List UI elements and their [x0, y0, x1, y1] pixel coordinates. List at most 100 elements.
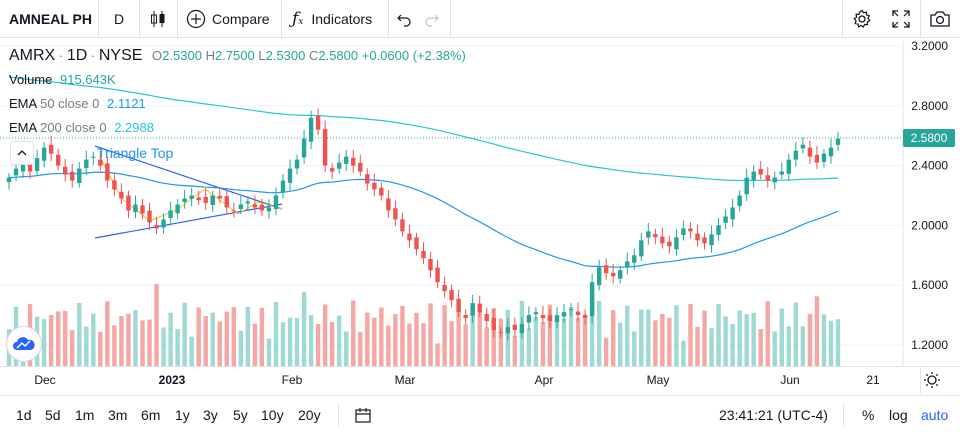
volume-bar	[168, 312, 173, 366]
volume-bar	[618, 322, 623, 366]
settings-button[interactable]	[852, 0, 872, 38]
volume-bar	[533, 317, 539, 366]
snapshot-button[interactable]	[929, 0, 951, 38]
time-tick-label: Dec	[34, 373, 56, 387]
volume-bar	[407, 323, 412, 366]
candle-body	[758, 168, 763, 175]
candle-body	[730, 207, 735, 220]
volume-bar	[238, 330, 244, 366]
collapse-legend-button[interactable]	[10, 141, 34, 165]
range-button-10y[interactable]: 10y	[261, 407, 284, 423]
range-button-20y[interactable]: 20y	[298, 407, 321, 423]
undo-button[interactable]	[396, 0, 412, 38]
camera-icon	[930, 11, 950, 27]
price-tick-label: 1.6000	[911, 278, 948, 292]
log-scale-toggle[interactable]: log	[889, 407, 908, 423]
volume-bar	[456, 311, 461, 366]
candle-body	[70, 171, 75, 181]
ema50-legend[interactable]: EMA 50 close 0 2.1121	[9, 96, 146, 111]
candle-body	[203, 196, 208, 203]
candle-body	[568, 309, 574, 311]
candle-body	[154, 225, 159, 229]
candle-body	[632, 255, 637, 263]
volume-bar	[315, 324, 321, 366]
compare-button[interactable]: Compare	[186, 0, 270, 38]
price-chart[interactable]: 3.2000 2.8000 2.4000 2.0000 1.6000 1.2000	[0, 39, 960, 366]
range-button-3m[interactable]: 3m	[108, 407, 128, 423]
volume-bar	[133, 310, 138, 366]
candle-body	[835, 138, 841, 145]
volume-bar	[421, 323, 426, 366]
range-button-3y[interactable]: 3y	[203, 407, 218, 423]
candle-body	[344, 156, 349, 164]
ema50-params: 50 close 0	[40, 96, 100, 111]
interval-button[interactable]: D	[114, 11, 125, 27]
volume-bar	[582, 318, 588, 366]
range-button-5d[interactable]: 5d	[45, 407, 61, 423]
chart-pane[interactable]: 3.2000 2.8000 2.4000 2.0000 1.6000 1.2000 AMR…	[0, 39, 960, 366]
candle-body	[533, 312, 539, 315]
candle-body	[308, 117, 314, 142]
volume-bar	[758, 329, 763, 366]
low-label: L	[258, 48, 266, 63]
candlesticks	[6, 108, 841, 341]
candle-body	[126, 195, 131, 211]
volume-bar	[161, 327, 166, 366]
triangle-lower-line	[94, 203, 283, 239]
indicators-button[interactable]: ƒx Indicators	[292, 0, 372, 38]
candle-body	[772, 177, 777, 183]
candle-body	[639, 240, 644, 257]
candle-body	[105, 163, 110, 181]
volume-bar	[322, 304, 328, 366]
volume-bar	[84, 326, 89, 366]
volume-bar	[259, 307, 265, 366]
date-range-button[interactable]	[354, 396, 372, 434]
range-button-1m[interactable]: 1m	[75, 407, 95, 423]
range-button-1d[interactable]: 1d	[16, 407, 32, 423]
tradingview-logo[interactable]	[6, 326, 42, 362]
percent-scale-toggle[interactable]: %	[862, 407, 875, 423]
time-axis-settings-button[interactable]	[923, 371, 941, 389]
legend-ticker: AMRX	[9, 47, 56, 64]
ema200-path	[8, 76, 839, 182]
volume-bar	[55, 311, 61, 366]
candle-body	[140, 205, 145, 214]
calendar-icon	[355, 408, 371, 423]
volume-bar	[379, 307, 384, 366]
range-button-1y[interactable]: 1y	[175, 407, 190, 423]
time-axis[interactable]: Dec 2023 Feb Mar Apr May Jun 21	[0, 366, 960, 394]
candle-body	[77, 168, 82, 184]
redo-button[interactable]	[424, 0, 440, 38]
candle-body	[582, 314, 588, 319]
price-axis[interactable]: 3.2000 2.8000 2.4000 2.0000 1.6000 1.2000	[911, 39, 948, 352]
fullscreen-button[interactable]	[892, 0, 910, 38]
auto-scale-toggle[interactable]: auto	[921, 407, 949, 423]
volume-bar	[646, 309, 651, 366]
candle-body	[428, 258, 433, 271]
range-button-6m[interactable]: 6m	[141, 407, 161, 423]
candle-body	[34, 158, 40, 171]
chart-style-button[interactable]	[150, 0, 166, 38]
volume-bar	[252, 323, 258, 366]
pattern-label[interactable]: Triangle Top	[97, 145, 174, 161]
candle-body	[667, 241, 672, 247]
candle-body	[695, 233, 700, 241]
candle-body	[386, 198, 391, 211]
range-button-5y[interactable]: 5y	[233, 407, 248, 423]
price-tick-label: 2.8000	[911, 99, 948, 113]
ema200-line	[8, 76, 839, 182]
candle-body	[48, 144, 54, 154]
volume-bar	[147, 319, 152, 366]
volume-bar	[358, 331, 363, 366]
timezone-clock[interactable]: 23:41:21 (UTC-4)	[719, 407, 828, 423]
candle-body	[6, 177, 12, 183]
volume-bar	[674, 305, 679, 366]
volume-bar	[800, 326, 806, 366]
candle-body	[20, 162, 26, 172]
volume-legend[interactable]: Volume 915.643K	[9, 72, 116, 87]
ema200-legend[interactable]: EMA 200 close 0 2.2988	[9, 120, 154, 135]
symbol-search-button[interactable]: AMNEAL PH	[9, 11, 92, 27]
candle-body	[196, 197, 201, 200]
high-value: 2.7500	[214, 48, 255, 63]
ema50-path	[8, 171, 839, 268]
